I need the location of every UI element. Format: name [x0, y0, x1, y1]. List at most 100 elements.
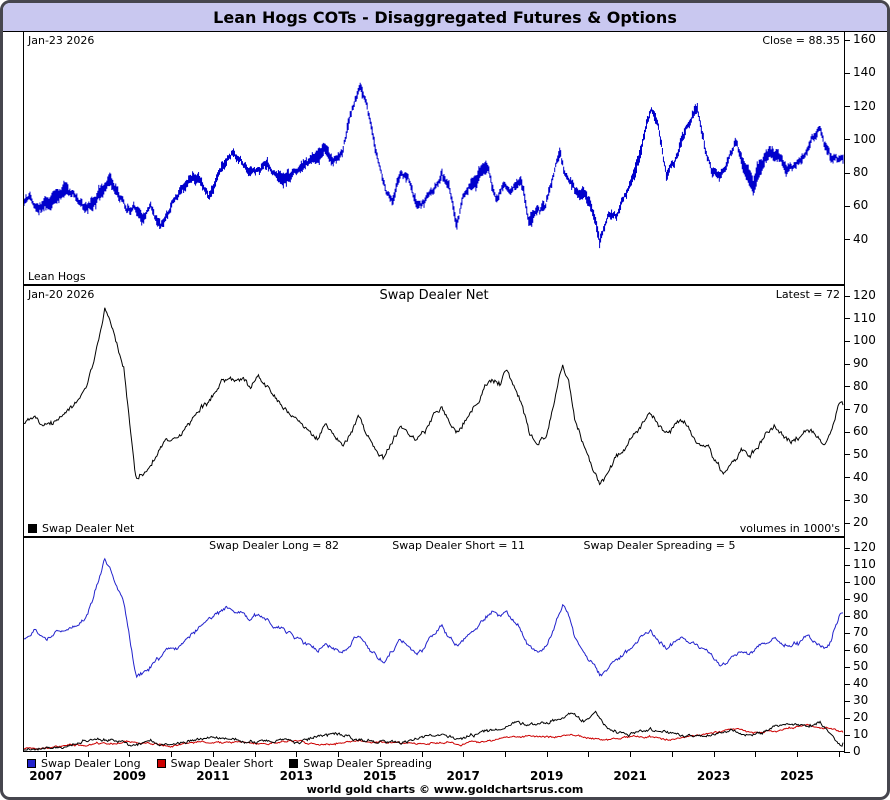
x-tick — [296, 752, 298, 757]
y-tick — [844, 598, 850, 600]
x-year-label: 2021 — [613, 769, 647, 783]
x-tick — [421, 752, 423, 757]
y-tick-label: 90 — [853, 356, 869, 371]
y-tick — [844, 205, 850, 207]
x-year-label: 2009 — [112, 769, 147, 783]
chart-area: Jan-23 2026 Close = 88.35 Lean Hogs Jan-… — [3, 31, 887, 797]
y-tick — [844, 72, 850, 74]
y-tick-label: 30 — [853, 492, 869, 507]
price-panel: Jan-23 2026 Close = 88.35 Lean Hogs — [3, 31, 887, 285]
x-tick — [838, 752, 840, 757]
net-legend-label: Swap Dealer Net — [42, 522, 135, 535]
x-tick — [797, 752, 798, 757]
y-tick — [844, 295, 850, 297]
y-tick-label: 100 — [853, 574, 876, 588]
y-tick — [844, 700, 850, 702]
y-tick-label: 120 — [853, 98, 876, 113]
y-tick-label: 60 — [853, 198, 869, 213]
y-tick — [844, 683, 850, 685]
y-tick — [844, 499, 850, 501]
x-tick — [129, 752, 131, 757]
net-panel-title: Swap Dealer Net — [379, 288, 489, 303]
y-tick-label: 50 — [853, 446, 869, 461]
net-latest-label: Latest = 72 — [775, 288, 840, 301]
x-year-label: 2015 — [363, 769, 397, 783]
short-value-label: Swap Dealer Short = 11 — [392, 539, 525, 552]
y-tick — [844, 172, 850, 174]
y-tick-label: 20 — [853, 710, 869, 724]
y-tick — [844, 409, 850, 410]
x-tick — [713, 752, 715, 757]
y-tick — [844, 581, 850, 583]
price-series-svg — [24, 82, 844, 249]
spreading-value-label: Swap Dealer Spreading = 5 — [583, 539, 736, 552]
price-plot: Jan-23 2026 Close = 88.35 Lean Hogs — [23, 31, 845, 285]
x-tick — [45, 752, 47, 757]
y-tick-label: 20 — [853, 515, 869, 529]
legend-swatch — [156, 759, 166, 768]
legend-swatch — [27, 759, 36, 768]
y-tick — [844, 666, 850, 668]
net-legend-swatch — [28, 524, 37, 533]
y-tick-label: 40 — [853, 676, 869, 690]
components-legend: Swap Dealer Long Swap Dealer Short Swap De… — [27, 757, 432, 770]
y-tick — [844, 363, 850, 365]
components-plot: Swap Dealer Long = 82 Swap Dealer Short … — [23, 537, 845, 752]
y-tick-label: 0 — [853, 744, 861, 758]
y-tick — [844, 477, 850, 479]
y-tick — [844, 649, 850, 651]
x-tick — [254, 752, 256, 757]
y-tick — [844, 564, 850, 566]
y-tick-label: 50 — [853, 659, 869, 673]
x-tick — [463, 752, 465, 757]
y-tick-label: 160 — [853, 32, 876, 46]
y-tick-label: 70 — [853, 625, 869, 639]
long-value-label: Swap Dealer Long = 82 — [209, 539, 340, 552]
x-tick — [338, 752, 339, 757]
y-tick — [844, 717, 850, 719]
y-tick — [844, 340, 850, 342]
net-date-label: Jan-20 2026 — [28, 288, 95, 301]
x-tick — [671, 752, 673, 757]
y-tick-label: 80 — [853, 378, 869, 393]
y-tick — [844, 106, 850, 108]
x-tick — [588, 752, 590, 757]
volumes-note: volumes in 1000's — [739, 522, 840, 535]
legend-item: Swap Dealer Spreading — [289, 757, 432, 770]
y-tick — [844, 318, 850, 320]
y-tick-label: 10 — [853, 727, 869, 741]
y-tick — [844, 522, 850, 524]
y-tick — [844, 454, 850, 456]
x-year-label: 2023 — [696, 769, 731, 783]
y-tick-label: 40 — [853, 231, 869, 246]
legend-label: Swap Dealer Spreading — [303, 757, 432, 770]
components-series-svg — [24, 557, 844, 751]
x-tick — [755, 752, 757, 757]
x-year-label: 2017 — [446, 769, 480, 783]
y-tick — [844, 39, 850, 41]
y-tick — [844, 431, 850, 433]
y-tick — [844, 239, 850, 241]
x-year-label: 2013 — [279, 769, 313, 783]
y-tick-label: 60 — [853, 424, 869, 439]
legend-label: Swap Dealer Long — [41, 757, 141, 770]
x-tick — [379, 752, 381, 757]
net-panel: Jan-20 2026 Swap Dealer Net Latest = 72 … — [3, 285, 887, 537]
y-tick-label: 80 — [853, 608, 869, 622]
y-tick-label: 60 — [853, 642, 869, 656]
legend-item: Swap Dealer Long — [27, 757, 141, 770]
price-date-label: Jan-23 2026 — [28, 34, 95, 47]
y-tick-label: 80 — [853, 165, 869, 180]
x-tick — [546, 752, 548, 757]
y-tick — [844, 734, 850, 736]
y-tick-label: 110 — [853, 310, 876, 325]
y-tick-label: 70 — [853, 401, 869, 416]
x-axis: 2007 2009 2011 2013 2015 2017 2019 2021 2023 2025 — [3, 752, 887, 784]
y-tick-label: 40 — [853, 469, 869, 484]
legend-swatch — [289, 759, 299, 768]
components-panel: Swap Dealer Long = 82 Swap Dealer Short … — [3, 537, 887, 752]
y-tick — [844, 751, 850, 753]
y-tick — [844, 386, 850, 388]
x-year-label: 2019 — [529, 769, 564, 783]
